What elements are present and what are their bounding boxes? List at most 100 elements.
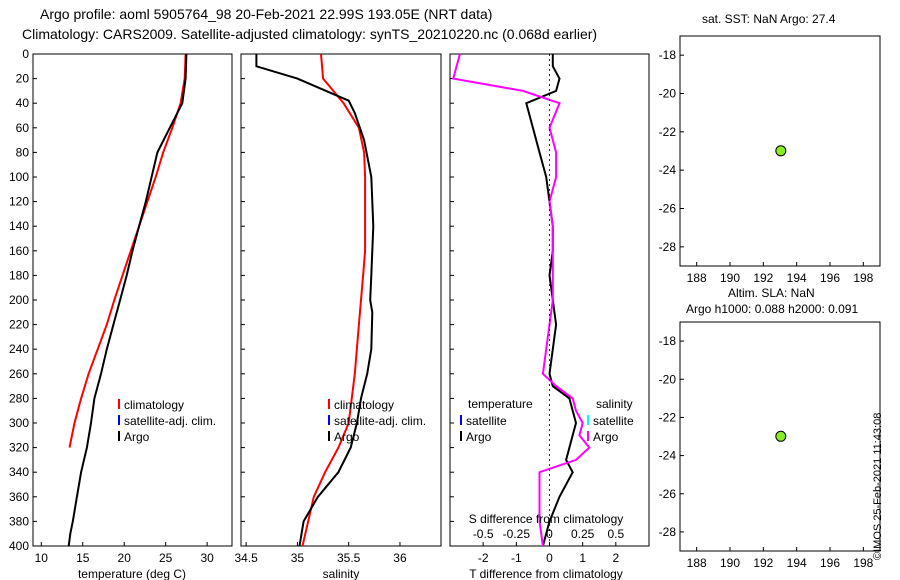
depth-tick-label: 260: [9, 367, 29, 381]
temperature-xtick-label: 20: [118, 551, 132, 565]
map-sla-frame: [679, 321, 881, 552]
depth-tick-label: 160: [9, 244, 29, 258]
salinity-diff-tick-label: 0.5: [607, 527, 624, 541]
legend-title-salinity: salinity: [596, 397, 633, 411]
legend-swatch: [118, 415, 120, 425]
depth-tick-label: 0: [22, 47, 29, 61]
legend-swatch: [328, 431, 330, 441]
legend-swatch: [587, 415, 589, 425]
legend-swatch: [328, 415, 330, 425]
salinity-xtick-label: 35: [291, 551, 305, 565]
legend-label: Argo: [593, 430, 619, 444]
map-sst-ytick-label: -28: [659, 240, 677, 254]
map-sla-ytick-label: -18: [659, 334, 677, 348]
salinity-frame: [240, 53, 442, 547]
map-sst-ytick-label: -26: [659, 202, 677, 216]
map-sla-xtick-label: 192: [753, 556, 773, 570]
depth-tick-label: 360: [9, 490, 29, 504]
map-sst-xtick-label: 190: [720, 271, 740, 285]
salinity-diff-tick-label: -0.5: [473, 527, 494, 541]
map-sst-frame: [679, 35, 881, 267]
legend-label: Argo: [466, 430, 492, 444]
depth-tick-label: 100: [9, 170, 29, 184]
legend-label: satellite: [466, 414, 507, 428]
legend-swatch: [460, 415, 462, 425]
title-line-2: Climatology: CARS2009. Satellite-adjuste…: [22, 26, 598, 42]
depth-tick-label: 20: [16, 72, 30, 86]
depth-tick-label: 120: [9, 195, 29, 209]
legend-swatch: [118, 431, 120, 441]
map-sst-ytick-label: -20: [659, 87, 677, 101]
depth-tick-label: 40: [16, 96, 30, 110]
temperature-xlabel: temperature (deg C): [78, 567, 186, 580]
depth-tick-label: 140: [9, 219, 29, 233]
legend-label: satellite: [593, 414, 634, 428]
map-sst-xtick-label: 198: [853, 271, 873, 285]
difference-xlabel-secondary: S difference from climatology: [469, 512, 624, 526]
legend-title-temperature: temperature: [468, 397, 533, 411]
map-sst-ytick-label: -24: [659, 163, 677, 177]
depth-tick-label: 340: [9, 465, 29, 479]
legend-label: Argo: [124, 430, 150, 444]
temperature-frame: [32, 53, 233, 547]
depth-tick-label: 400: [9, 539, 29, 553]
height-readout: Argo h1000: 0.088 h2000: 0.091: [686, 302, 859, 316]
map-sst-xtick-label: 194: [787, 271, 807, 285]
map-sst-xtick-label: 188: [687, 271, 707, 285]
difference-xtick-label: 2: [612, 551, 619, 565]
salinity-xtick-label: 35.5: [337, 551, 361, 565]
salinity-series-argo: [255, 54, 375, 547]
map-sla-xtick-label: 194: [787, 556, 807, 570]
map-sla-ytick-label: -26: [659, 487, 677, 501]
depth-tick-label: 180: [9, 268, 29, 282]
legend-label: Argo: [334, 430, 360, 444]
sst-map-chart: -18 -20 -22 -24 -26 -28 188 190 192 194 196 198: [659, 35, 881, 285]
depth-tick-label: 300: [9, 416, 29, 430]
map-sla-ytick-label: -20: [659, 372, 677, 386]
depth-tick-label: 80: [16, 145, 30, 159]
salinity-series-climatology: [301, 53, 367, 547]
depth-tick-label: 220: [9, 318, 29, 332]
temperature-xtick-label: 30: [200, 551, 214, 565]
legend-swatch: [118, 399, 120, 409]
legend-label: satellite-adj. clim.: [334, 414, 426, 428]
depth-tick-label: 320: [9, 441, 29, 455]
legend-swatch: [587, 431, 589, 441]
temperature-chart: 0 20 40 60 80 100 120 140 160 180 200 220 240 260 280 3…: [9, 47, 233, 580]
difference-series-t-difference-argo-: [525, 54, 578, 547]
depth-tick-label: 280: [9, 391, 29, 405]
map-sla-xtick-label: 190: [720, 556, 740, 570]
sla-map-chart: -18 -20 -22 -24 -26 -28 188 190 192 194 196 198: [659, 321, 881, 570]
difference-chart: -2 -1 0 1 2 T difference from climatology S di…: [449, 53, 650, 580]
difference-xtick-label: -1: [511, 551, 522, 565]
temperature-series-climatology: [68, 53, 187, 448]
map-sla-float-position: [775, 430, 787, 442]
map-sst-xtick-label: 192: [753, 271, 773, 285]
salinity-diff-tick-label: 0.25: [571, 527, 595, 541]
salinity-xtick-label: 36: [393, 551, 407, 565]
map-sla-xtick-label: 198: [853, 556, 873, 570]
legend-swatch: [460, 431, 462, 441]
difference-xtick-label: -2: [478, 551, 489, 565]
salinity-chart: 34.5 35 35.5 36 salinity climatology satellite…: [234, 53, 442, 580]
map-sla-ytick-label: -22: [659, 410, 677, 424]
temperature-xtick-label: 10: [35, 551, 49, 565]
salinity-xlabel: salinity: [323, 567, 360, 580]
map-sst-ytick-label: -18: [659, 48, 677, 62]
legend-label: climatology: [124, 398, 184, 412]
difference-xtick-label: 1: [579, 551, 586, 565]
legend-swatch: [328, 399, 330, 409]
legend-label: satellite-adj. clim.: [124, 414, 216, 428]
map-sst-xtick-label: 196: [820, 271, 840, 285]
map-sla-xtick-label: 188: [687, 556, 707, 570]
temperature-series-argo: [67, 53, 188, 547]
difference-series-s-difference-argo-: [452, 53, 591, 547]
sla-readout: Altim. SLA: NaN: [728, 286, 815, 300]
salinity-xtick-label: 34.5: [234, 551, 258, 565]
sst-readout: sat. SST: NaN Argo: 27.4: [702, 12, 836, 26]
depth-tick-label: 380: [9, 514, 29, 528]
temperature-xtick-label: 25: [159, 551, 173, 565]
depth-tick-label: 60: [16, 121, 30, 135]
difference-xlabel: T difference from climatology: [469, 567, 623, 580]
